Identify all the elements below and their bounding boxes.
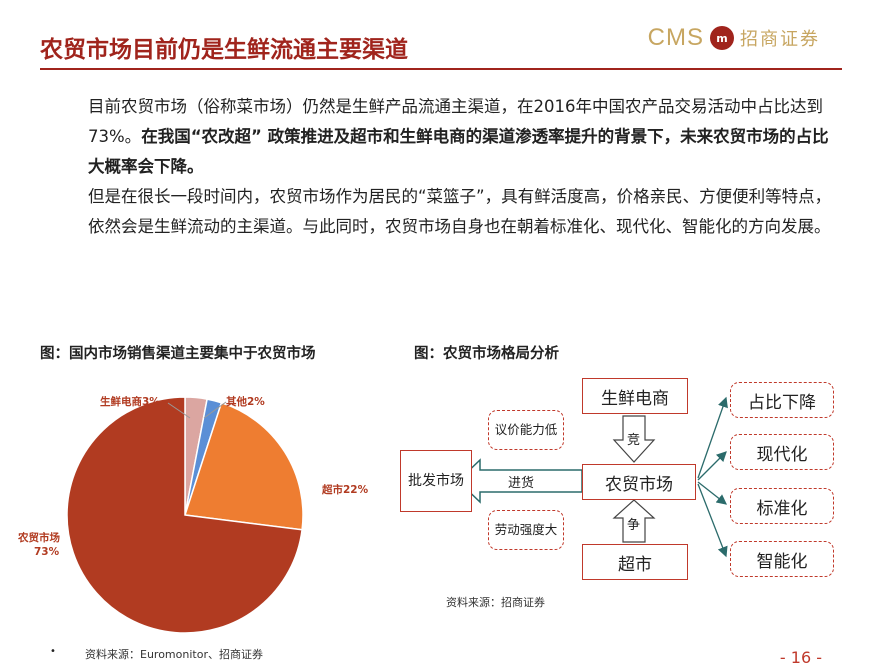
paragraph-p2: 但是在很长一段时间内，农贸市场作为居民的“菜篮子”，具有鲜活度高，价格亲民、方便… [88, 187, 832, 236]
logo-cms-text: CMS [647, 24, 704, 51]
cms-logo: CMS m 招商证券 [648, 24, 820, 52]
body-paragraph: 目前农贸市场（俗称菜市场）仍然是生鲜产品流通主渠道，在2016年中国农产品交易活… [88, 92, 844, 242]
page-title: 农贸市场目前仍是生鲜流通主要渠道 [40, 37, 408, 63]
right-figure-title: 图：农贸市场格局分析 [414, 346, 559, 362]
node-ecommerce: 生鲜电商 [582, 378, 688, 414]
node-supermarket: 超市 [582, 544, 688, 580]
pie-chart [66, 396, 304, 634]
pie-slice-农贸市场 [66, 396, 303, 634]
pie-label-ecommerce: 生鲜电商3% [100, 396, 160, 408]
label-bargain-power: 议价能力低 [488, 410, 564, 450]
pie-label-supermarket: 超市22% [322, 484, 369, 496]
pie-label-other: 其他2% [226, 396, 265, 408]
page-number: - 16 - [779, 648, 822, 667]
node-wholesale-market: 批发市场 [400, 450, 472, 512]
title-divider [40, 68, 842, 70]
paragraph-p1: 目前农贸市场（俗称菜市场）仍然是生鲜产品流通主渠道，在2016年中国农产品交易活… [88, 97, 823, 146]
right-figure-source: 资料来源：招商证券 [446, 596, 545, 609]
logo-cn-text: 招商证券 [740, 29, 820, 50]
logo-badge-icon: m [710, 26, 734, 50]
trend-standardization: 标准化 [730, 488, 834, 524]
trend-modernization: 现代化 [730, 434, 834, 470]
label-compete-bottom: 争 [627, 518, 641, 533]
left-figure-title: 图：国内市场销售渠道主要集中于农贸市场 [40, 346, 316, 362]
source-bullet: • [50, 646, 56, 657]
trend-share-decline: 占比下降 [730, 382, 834, 418]
label-labor-intensity: 劳动强度大 [488, 510, 564, 550]
trend-intelligentization: 智能化 [730, 541, 834, 577]
pie-slice-超市 [184, 401, 304, 531]
paragraph-p1-bold: 在我国“农改超” 政策推进及超市和生鲜电商的渠道渗透率提升的背景下，未来农贸市场… [88, 127, 829, 176]
label-purchase: 进货 [508, 476, 535, 491]
pie-label-market-value: 73% [34, 546, 60, 558]
left-figure-source: 资料来源：Euromonitor、招商证券 [85, 648, 263, 661]
label-compete-top: 竞 [627, 433, 641, 448]
node-farmers-market: 农贸市场 [582, 464, 696, 500]
pie-label-market-name: 农贸市场 [18, 532, 60, 544]
